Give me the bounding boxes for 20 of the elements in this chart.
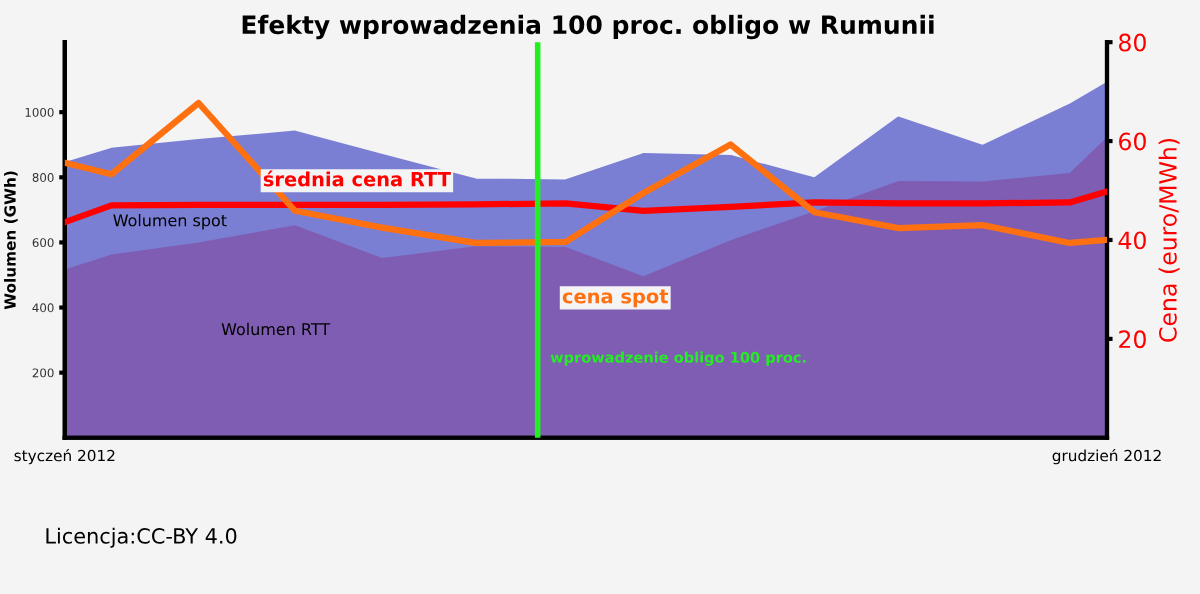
series-label: Wolumen spot [113,213,227,230]
y2-tick-label: 20 [1119,330,1146,349]
text: cena spot [562,289,669,308]
y2-axis-title: Cena (euro/MWh) [1158,138,1180,342]
x-tick-label: grudzień 2012 [1052,448,1161,465]
series-label: średnia cena RTT [263,170,451,187]
x-tick-label: styczeń 2012 [14,448,115,465]
y-tick-label: 400 [32,303,54,313]
y-tick-label: 800 [32,173,54,182]
y2-tick-label: 80 [1119,33,1146,52]
y-tick-label: 1000 [25,107,54,117]
text: Licencja:CC-BY 4.0 [46,527,237,548]
y-tick-label: 600 [32,238,54,248]
y2-tick-label: 60 [1119,132,1146,151]
y2-tick-label: 40 [1118,231,1146,250]
y-axis-title: Wolumen (GWh) [4,171,18,310]
chart-title: Efekty wprowadzenia 100 proc. obligo w Rumunii [242,14,934,40]
ref-line-label: wprowadzenie obligo 100 proc. [550,351,806,366]
y-tick-label: 200 [32,368,54,378]
series-label: Wolumen RTT [221,322,331,336]
